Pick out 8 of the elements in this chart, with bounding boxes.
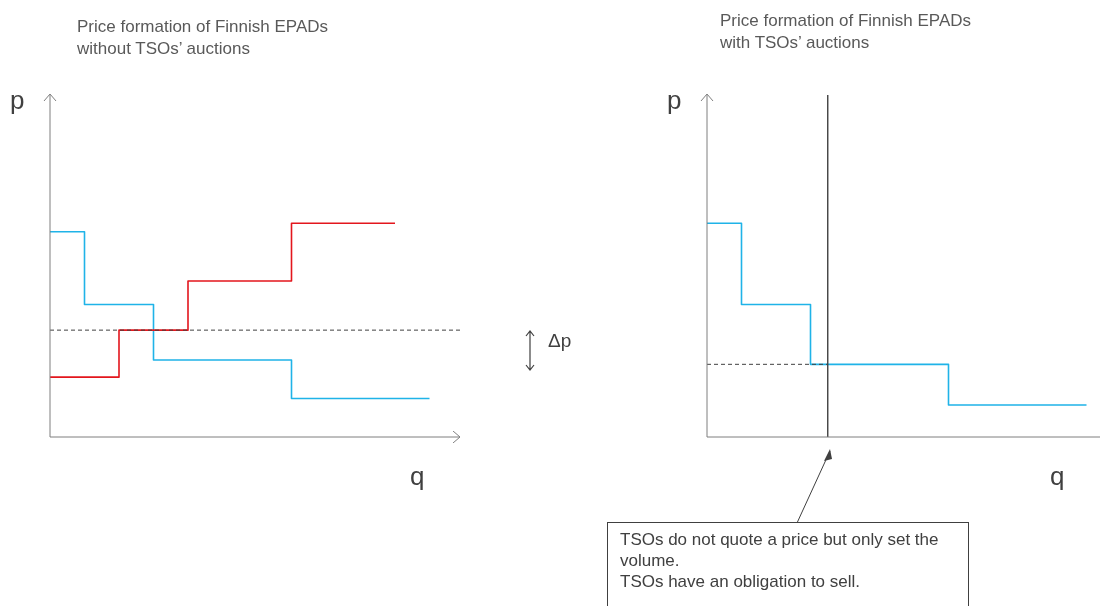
text: Δp bbox=[548, 330, 572, 352]
x-axis-title: q bbox=[1050, 461, 1065, 492]
text: TSOs do not quote a price but only set the volume. TSOs have an obligation to sell. bbox=[607, 522, 969, 606]
y-axis-title: p bbox=[10, 85, 25, 116]
chart-title: Price formation of Finnish EPADs with TSOs’ auctions bbox=[720, 10, 972, 54]
x-axis-title: q bbox=[410, 461, 425, 492]
y-axis-title: p bbox=[667, 85, 682, 116]
chart-title: Price formation of Finnish EPADs without TSOs’ auctions bbox=[77, 16, 329, 60]
